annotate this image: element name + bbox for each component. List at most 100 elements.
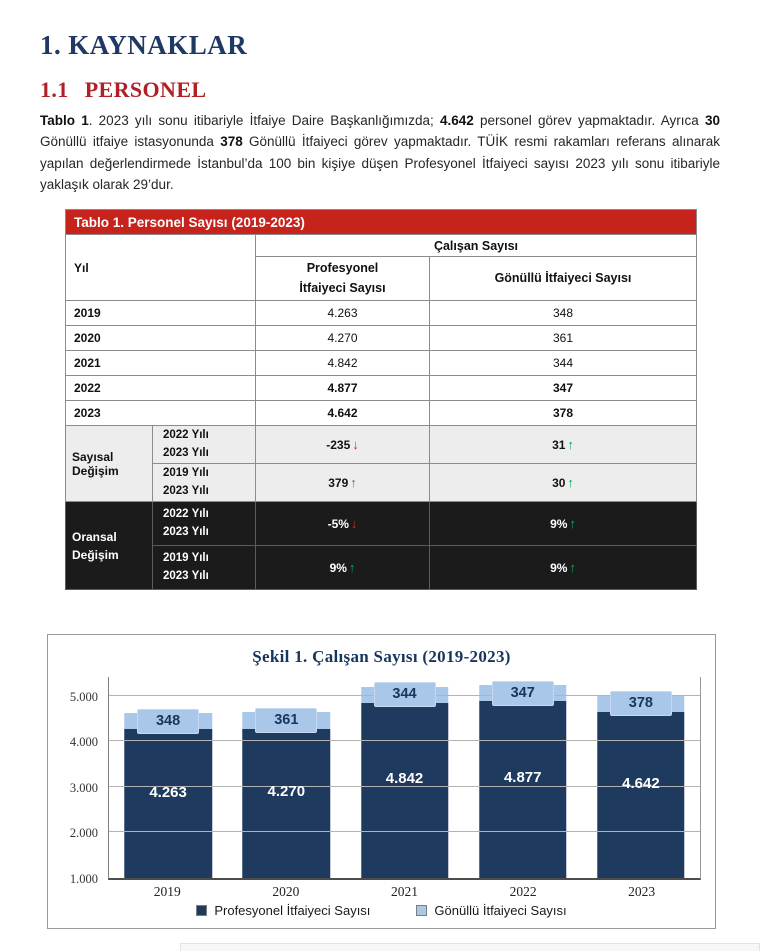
up-arrow-icon: ↑	[348, 560, 356, 576]
paragraph-run: . 2023 yılı sonu itibariyle İtfaiye Dair…	[88, 113, 441, 128]
volunteer-data-label: 347	[491, 680, 554, 706]
x-tick-label: 2021	[390, 884, 418, 899]
column-group-header: Çalışan Sayısı	[255, 234, 697, 258]
year-cell: 2022	[65, 375, 256, 402]
up-arrow-icon: ↑	[567, 475, 574, 491]
professional-count-cell: 4.842	[255, 350, 430, 377]
heading1-number: 1.	[40, 30, 62, 60]
heading1-text: KAYNAKLAR	[68, 30, 248, 60]
professional-change-cell: -235 ↓	[255, 425, 430, 465]
x-tick-label: 2020	[272, 884, 300, 899]
heading2-number: 1.1	[40, 77, 69, 102]
body-paragraph: Tablo 1. 2023 yılı sonu itibariyle İtfai…	[40, 110, 720, 195]
table-row: 2020 4.270 361	[65, 325, 697, 352]
paragraph-run: Gönüllü itfaiye istasyonunda	[40, 134, 221, 150]
period-cell: 2019 Yılı 2023 Yılı	[152, 545, 256, 591]
heading2-text: PERSONEL	[84, 77, 207, 102]
y-tick-label: 3.000	[69, 780, 98, 795]
bar-group: 347 4.877	[464, 677, 582, 878]
table-row: 2022 4.877 347	[65, 375, 697, 402]
chart-bars: 348 4.263 361 4.270 344 4.842 347 4.877 378 4.642	[109, 677, 700, 878]
x-tick-label: 2023	[628, 884, 656, 899]
table-row: 2019 Yılı 2023 Yılı 379 ↑ 30 ↑	[66, 463, 697, 503]
chart-legend: Profesyonel İtfaiyeci Sayısı Gönüllü İtfa…	[48, 903, 715, 918]
table-row: Oransal Değişim 2022 Yılı 2023 Yılı -5% ↓ 9% ↑	[65, 501, 697, 591]
gridline	[109, 740, 700, 742]
period-cell: 2022 Yılı 2023 Yılı	[152, 501, 256, 547]
column-header-volunteer: Gönüllü İtfaiyeci Sayısı	[429, 256, 697, 302]
professional-bar-segment	[360, 702, 449, 878]
paragraph-run: personel görev yapmaktadır. Ayrıca	[473, 113, 705, 128]
table-row: 2019 4.263 348	[65, 300, 697, 327]
period-cell: 2022 Yılı 2023 Yılı	[152, 425, 256, 465]
professional-count-cell: 4.642	[255, 400, 430, 427]
volunteer-change-cell: 9% ↑	[429, 545, 697, 591]
professional-data-label: 4.877	[503, 769, 542, 786]
y-axis-labels: 1.000 2.000 3.000 4.000 5.000	[60, 677, 104, 886]
down-arrow-icon: ↓	[352, 437, 359, 453]
paragraph-run: 4.642	[440, 113, 474, 128]
legend-swatch-icon	[416, 905, 428, 916]
legend-label: Profesyonel İtfaiyeci Sayısı	[214, 903, 371, 918]
year-cell: 2020	[65, 325, 256, 352]
column-header-year: Yıl	[65, 234, 256, 302]
table-row: 2023 4.642 378	[65, 400, 697, 427]
volunteer-change-cell: 31 ↑	[429, 425, 697, 465]
table-row: 2021 4.842 344	[65, 350, 697, 377]
professional-bar-segment	[478, 701, 567, 878]
legend-swatch-icon	[196, 905, 208, 916]
year-cell: 2023	[65, 400, 256, 427]
x-tick-label: 2022	[509, 884, 537, 899]
section-title: 1.1 PERSONEL	[40, 77, 760, 103]
y-tick-label: 4.000	[69, 735, 98, 750]
chart-title: Şekil 1. Çalışan Sayısı (2019-2023)	[252, 647, 511, 666]
personnel-table: Tablo 1. Personel Sayısı (2019-2023) Yıl…	[65, 209, 697, 591]
professional-bar-segment	[242, 728, 331, 878]
up-arrow-icon: ↑	[350, 475, 357, 491]
professional-change-cell: 379 ↑	[255, 463, 430, 503]
y-tick-label: 2.000	[69, 826, 98, 841]
paragraph-run: 30	[704, 113, 720, 128]
paragraph-run: Tablo 1	[40, 113, 89, 128]
volunteer-count-cell: 348	[429, 300, 697, 327]
professional-data-label: 4.263	[149, 783, 187, 801]
x-axis-labels: 2019 2020 2021 2022 2023	[108, 884, 701, 900]
volunteer-count-cell: 347	[429, 375, 697, 402]
volunteer-data-label: 378	[609, 690, 672, 716]
paragraph-run: 378	[220, 134, 243, 150]
chart-plot: 348 4.263 361 4.270 344 4.842 347 4.877 378 4.642	[108, 677, 701, 880]
professional-data-label: 4.270	[267, 783, 306, 801]
up-arrow-icon: ↑	[567, 437, 574, 453]
volunteer-data-label: 361	[255, 708, 318, 734]
bar-group: 348 4.263	[109, 677, 227, 878]
professional-count-cell: 4.263	[255, 300, 430, 327]
bar-group: 378 4.642	[582, 677, 700, 878]
legend-item: Gönüllü İtfaiyeci Sayısı	[416, 903, 567, 918]
bottom-scrollbar[interactable]	[180, 943, 760, 951]
volunteer-data-label: 344	[373, 682, 436, 708]
paragraph-run: Gönüllü İtfaiyeci görev yapmaktadır. TÜİ…	[40, 134, 720, 192]
professional-data-label: 4.842	[385, 769, 424, 787]
volunteer-change-cell: 9% ↑	[429, 501, 697, 547]
down-arrow-icon: ↓	[350, 516, 358, 532]
table-row: 2019 Yılı 2023 Yılı 9% ↑ 9% ↑	[66, 545, 697, 591]
section-label-cell: Oransal Değişim	[65, 501, 153, 591]
professional-change-cell: 9% ↑	[255, 545, 430, 591]
table-title: Tablo 1. Personel Sayısı (2019-2023)	[65, 209, 697, 236]
gridline	[109, 831, 700, 833]
volunteer-data-label: 348	[137, 708, 200, 734]
bar-group: 344 4.842	[345, 677, 463, 878]
professional-bar-segment	[124, 729, 212, 878]
y-tick-label: 5.000	[69, 689, 98, 704]
volunteer-change-cell: 30 ↑	[429, 463, 697, 503]
page-title: 1. KAYNAKLAR	[40, 30, 760, 61]
legend-item: Profesyonel İtfaiyeci Sayısı	[196, 903, 370, 918]
section-label-cell: Sayısal Değişim	[65, 425, 153, 503]
professional-change-cell: -5% ↓	[255, 501, 430, 547]
table-body: 2019 4.263 348 2020 4.270 361 2021 4.842 344 2022…	[65, 300, 697, 591]
year-cell: 2019	[65, 300, 256, 327]
table-row: Sayısal Değişim 2022 Yılı 2023 Yılı -235 ↓ 31…	[65, 425, 697, 503]
year-cell: 2021	[65, 350, 256, 377]
professional-count-cell: 4.877	[255, 375, 430, 402]
volunteer-count-cell: 361	[429, 325, 697, 352]
